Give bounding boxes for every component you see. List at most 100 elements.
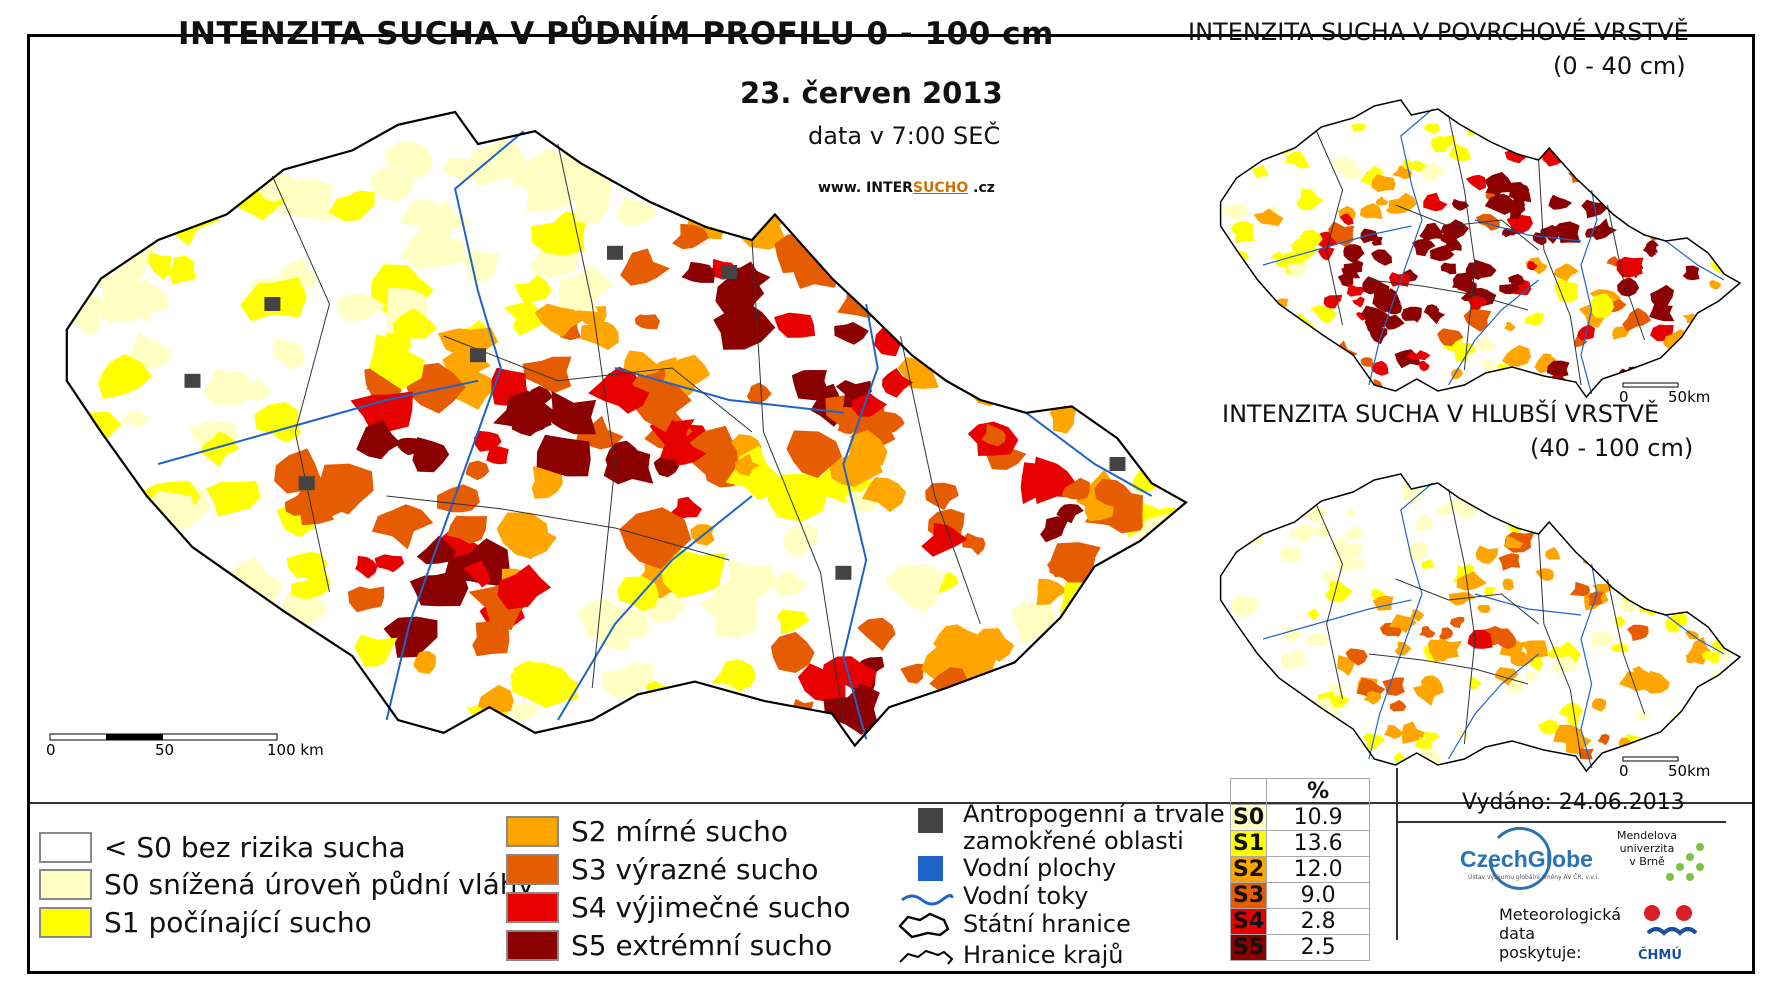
drought-patch bbox=[1098, 588, 1149, 624]
surface-layer-map[interactable] bbox=[1217, 99, 1742, 399]
drought-patch bbox=[1502, 578, 1515, 591]
drought-patch bbox=[1418, 625, 1436, 638]
drought-patch bbox=[1331, 157, 1356, 174]
drought-patch bbox=[1058, 163, 1094, 189]
drought-patch bbox=[1709, 237, 1722, 249]
drought-patch bbox=[1665, 611, 1688, 633]
surface-map-depth: (0 - 40 cm) bbox=[1553, 52, 1686, 80]
drought-patch bbox=[486, 446, 509, 465]
river-line bbox=[1447, 279, 1539, 386]
drought-patch bbox=[1554, 278, 1579, 303]
stats-class-code: S0 bbox=[1229, 804, 1268, 831]
stats-row: S3 9.0 bbox=[1229, 882, 1371, 909]
drought-patch bbox=[1639, 369, 1651, 378]
drought-patch bbox=[1437, 328, 1464, 347]
drought-patch bbox=[1226, 140, 1241, 153]
drought-patch bbox=[1104, 175, 1166, 228]
drought-patch bbox=[1636, 710, 1652, 722]
drought-patch bbox=[1419, 222, 1443, 241]
drought-patch bbox=[1292, 379, 1308, 391]
scalebar-label: 50 bbox=[155, 741, 174, 759]
drought-patch bbox=[412, 437, 450, 473]
drought-patch bbox=[1345, 508, 1357, 517]
drought-patch bbox=[1558, 727, 1592, 755]
drought-patch bbox=[990, 689, 1037, 740]
drought-patch bbox=[626, 373, 692, 433]
drought-patch bbox=[1485, 180, 1508, 199]
drought-patch bbox=[1657, 528, 1678, 546]
main-map[interactable] bbox=[42, 110, 1188, 748]
anthropogenic-area bbox=[184, 373, 201, 388]
drought-patch bbox=[1120, 670, 1164, 697]
svg-text:0: 0 bbox=[1619, 388, 1629, 406]
drought-patch bbox=[356, 419, 401, 460]
legend-swatch bbox=[506, 892, 559, 923]
drought-patch bbox=[786, 430, 843, 478]
drought-patch bbox=[66, 547, 111, 601]
surface-map-title: INTENZITA SUCHA V POVRCHOVÉ VRSTVĚ bbox=[1188, 18, 1689, 46]
drought-patch bbox=[534, 303, 585, 338]
drought-patch bbox=[374, 166, 410, 199]
drought-patch bbox=[700, 585, 759, 639]
drought-patch bbox=[1142, 579, 1169, 599]
svg-text:50km: 50km bbox=[1668, 388, 1710, 406]
drought-patch bbox=[213, 632, 240, 655]
legend-streams-label: Vodní toky bbox=[963, 882, 1089, 910]
drought-patch bbox=[1701, 650, 1720, 664]
drought-patch bbox=[1230, 595, 1261, 618]
drought-patch bbox=[123, 614, 182, 648]
drought-patch bbox=[1703, 310, 1725, 326]
river-line bbox=[1368, 108, 1433, 386]
drought-patch bbox=[969, 221, 1026, 269]
drought-patch bbox=[1344, 244, 1363, 257]
drought-patch bbox=[1222, 522, 1244, 548]
drought-patch bbox=[1261, 110, 1286, 136]
drought-patch bbox=[203, 368, 253, 407]
drought-patch bbox=[921, 522, 968, 557]
stats-percent-value: 2.5 bbox=[1266, 934, 1371, 961]
stats-header: % bbox=[1266, 778, 1371, 805]
drought-patch bbox=[1031, 250, 1073, 299]
drought-patch bbox=[1708, 345, 1735, 368]
main-map-date: 23. červen 2013 bbox=[740, 76, 1003, 110]
drought-patch bbox=[1371, 249, 1392, 266]
drought-patch bbox=[493, 390, 560, 436]
drought-patch bbox=[1253, 208, 1284, 227]
drought-patch bbox=[1310, 304, 1337, 324]
region-border-line bbox=[271, 175, 331, 593]
drought-patch bbox=[510, 148, 569, 201]
drought-patch bbox=[1634, 545, 1651, 561]
river-line bbox=[1474, 219, 1582, 242]
drought-patch bbox=[1714, 641, 1737, 663]
drought-patch bbox=[1546, 646, 1566, 659]
deep-layer-map[interactable] bbox=[1219, 473, 1742, 773]
drought-patch bbox=[1056, 503, 1084, 524]
drought-patch bbox=[1363, 691, 1381, 705]
drought-patch bbox=[272, 592, 329, 636]
drought-patch bbox=[147, 491, 196, 526]
drought-patch bbox=[1647, 117, 1674, 142]
drought-patch bbox=[1371, 174, 1396, 193]
drought-patch bbox=[148, 668, 182, 691]
drought-patch bbox=[1523, 671, 1539, 682]
drought-patch bbox=[1709, 686, 1737, 710]
drought-patch bbox=[1371, 360, 1389, 376]
drought-patch bbox=[117, 168, 176, 215]
region-borders-surface bbox=[1315, 114, 1646, 386]
drought-patch bbox=[767, 473, 828, 522]
drought-patch bbox=[1423, 304, 1440, 317]
drought-patch bbox=[1096, 650, 1128, 672]
deep-scalebar: 0 50km bbox=[1619, 756, 1710, 780]
drought-patch bbox=[1241, 655, 1252, 665]
region-border-line bbox=[1368, 653, 1529, 685]
drought-patch bbox=[1701, 315, 1725, 338]
drought-patch bbox=[1617, 277, 1640, 297]
drought-patch bbox=[945, 292, 980, 325]
drought-patch bbox=[1284, 334, 1293, 344]
website-link[interactable]: www. INTERSUCHO .cz bbox=[818, 180, 995, 196]
drought-patch bbox=[1372, 289, 1395, 313]
drought-patch bbox=[102, 262, 147, 309]
drought-patch bbox=[66, 607, 100, 641]
drought-patch bbox=[1503, 535, 1524, 549]
drought-patch bbox=[882, 368, 913, 398]
